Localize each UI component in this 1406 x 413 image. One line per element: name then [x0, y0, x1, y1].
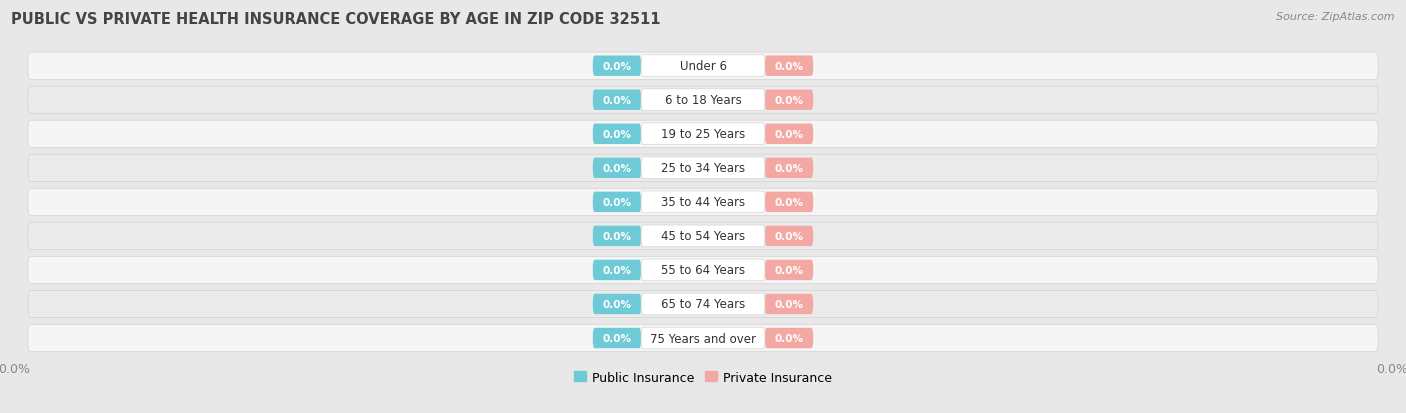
- FancyBboxPatch shape: [28, 189, 1378, 216]
- Text: PUBLIC VS PRIVATE HEALTH INSURANCE COVERAGE BY AGE IN ZIP CODE 32511: PUBLIC VS PRIVATE HEALTH INSURANCE COVER…: [11, 12, 661, 27]
- FancyBboxPatch shape: [593, 294, 641, 314]
- FancyBboxPatch shape: [28, 155, 1378, 182]
- Text: 0.0%: 0.0%: [602, 265, 631, 275]
- Text: 35 to 44 Years: 35 to 44 Years: [661, 196, 745, 209]
- FancyBboxPatch shape: [593, 124, 641, 145]
- FancyBboxPatch shape: [593, 56, 641, 77]
- FancyBboxPatch shape: [641, 157, 765, 179]
- Text: 55 to 64 Years: 55 to 64 Years: [661, 264, 745, 277]
- FancyBboxPatch shape: [765, 294, 813, 314]
- FancyBboxPatch shape: [28, 53, 1378, 80]
- Text: 45 to 54 Years: 45 to 54 Years: [661, 230, 745, 243]
- FancyBboxPatch shape: [641, 192, 765, 213]
- Text: 0.0%: 0.0%: [602, 231, 631, 241]
- FancyBboxPatch shape: [641, 328, 765, 349]
- Text: 0.0%: 0.0%: [775, 265, 804, 275]
- FancyBboxPatch shape: [28, 257, 1378, 284]
- FancyBboxPatch shape: [28, 291, 1378, 318]
- FancyBboxPatch shape: [641, 225, 765, 247]
- FancyBboxPatch shape: [593, 192, 641, 213]
- FancyBboxPatch shape: [765, 124, 813, 145]
- Text: Under 6: Under 6: [679, 60, 727, 73]
- FancyBboxPatch shape: [28, 325, 1378, 352]
- Text: 0.0%: 0.0%: [775, 62, 804, 71]
- Text: 0.0%: 0.0%: [775, 333, 804, 343]
- Text: 19 to 25 Years: 19 to 25 Years: [661, 128, 745, 141]
- FancyBboxPatch shape: [641, 56, 765, 77]
- FancyBboxPatch shape: [593, 226, 641, 247]
- Text: 0.0%: 0.0%: [775, 164, 804, 173]
- FancyBboxPatch shape: [593, 158, 641, 178]
- FancyBboxPatch shape: [765, 192, 813, 213]
- FancyBboxPatch shape: [641, 293, 765, 315]
- Text: 0.0%: 0.0%: [602, 333, 631, 343]
- Text: 0.0%: 0.0%: [775, 197, 804, 207]
- FancyBboxPatch shape: [765, 328, 813, 349]
- FancyBboxPatch shape: [593, 90, 641, 111]
- FancyBboxPatch shape: [28, 87, 1378, 114]
- Text: 25 to 34 Years: 25 to 34 Years: [661, 162, 745, 175]
- Text: 0.0%: 0.0%: [602, 299, 631, 309]
- Text: 0.0%: 0.0%: [602, 95, 631, 105]
- Text: 0.0%: 0.0%: [602, 129, 631, 140]
- FancyBboxPatch shape: [28, 121, 1378, 148]
- Text: 0.0%: 0.0%: [602, 62, 631, 71]
- FancyBboxPatch shape: [641, 90, 765, 112]
- Text: 75 Years and over: 75 Years and over: [650, 332, 756, 345]
- FancyBboxPatch shape: [641, 259, 765, 281]
- Text: 0.0%: 0.0%: [775, 129, 804, 140]
- FancyBboxPatch shape: [593, 260, 641, 280]
- FancyBboxPatch shape: [765, 226, 813, 247]
- FancyBboxPatch shape: [641, 123, 765, 145]
- FancyBboxPatch shape: [593, 328, 641, 349]
- Text: 6 to 18 Years: 6 to 18 Years: [665, 94, 741, 107]
- Text: 0.0%: 0.0%: [602, 164, 631, 173]
- Legend: Public Insurance, Private Insurance: Public Insurance, Private Insurance: [568, 366, 838, 389]
- Text: 0.0%: 0.0%: [775, 299, 804, 309]
- Text: 65 to 74 Years: 65 to 74 Years: [661, 298, 745, 311]
- Text: Source: ZipAtlas.com: Source: ZipAtlas.com: [1277, 12, 1395, 22]
- FancyBboxPatch shape: [765, 158, 813, 178]
- Text: 0.0%: 0.0%: [602, 197, 631, 207]
- Text: 0.0%: 0.0%: [775, 95, 804, 105]
- FancyBboxPatch shape: [765, 90, 813, 111]
- Text: 0.0%: 0.0%: [775, 231, 804, 241]
- FancyBboxPatch shape: [28, 223, 1378, 250]
- FancyBboxPatch shape: [765, 56, 813, 77]
- FancyBboxPatch shape: [765, 260, 813, 280]
